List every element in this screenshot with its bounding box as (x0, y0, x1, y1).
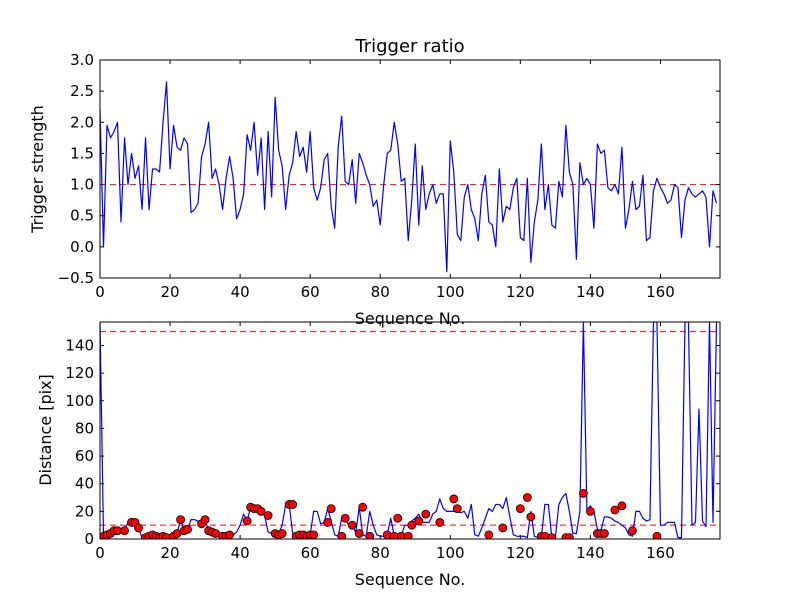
trigger-ytick-label: 2.0 (70, 113, 94, 131)
distance-data-point (263, 511, 273, 520)
trigger-ytick-label: 3.0 (70, 51, 94, 69)
trigger-xtick-label: 20 (161, 283, 180, 301)
distance-data-point (347, 520, 357, 530)
chart-title: Trigger ratio (354, 36, 464, 57)
trigger-ratio-axes: Trigger ratio 0 20 40 60 80 100 120 140 160−0.50… (28, 36, 721, 328)
distance-data-point (452, 504, 462, 513)
distance-data-point (617, 501, 627, 511)
trigger-ytick-label: −0.5 (58, 269, 94, 287)
trigger-ratio-plot-area (100, 81, 720, 273)
distance-data-point (309, 530, 319, 539)
distance-data-point (610, 505, 620, 515)
trigger-clipped-group (100, 81, 720, 273)
distance-data-point (564, 533, 574, 539)
distance-ylabel: Distance [pix] (36, 374, 55, 486)
trigger-ytick-label: 1.0 (70, 176, 94, 194)
distance-data-point (393, 513, 403, 523)
distance-ytick-label: 20 (75, 502, 94, 520)
distance-data-point (277, 529, 287, 538)
distance-ytick-label: 0 (84, 530, 94, 548)
trigger-ratio-ylabel: Trigger strength (28, 105, 47, 234)
distance-frame (99, 321, 721, 540)
distance-ticks: 0 20 40 60 80 100 120 140 160 0 20 40 60 80 100 120 140 (65, 322, 720, 562)
distance-data-point (176, 515, 185, 525)
distance-data-point (225, 530, 235, 539)
trigger-ratio-ticks: 0 20 40 60 80 100 120 140 160 −0.5 0.0 0.5 1.0 1.5 2.0… (58, 51, 720, 301)
distance-ytick-label: 120 (65, 364, 94, 382)
distance-data-point (414, 516, 424, 526)
distance-data-point (435, 518, 445, 527)
distance-data-point (515, 504, 525, 513)
distance-data-point (403, 531, 413, 539)
trigger-series-line (100, 81, 718, 273)
distance-ytick-label: 60 (75, 447, 94, 465)
distance-data-point (498, 523, 508, 533)
distance-xtick-label: 80 (371, 544, 390, 562)
distance-data-point (242, 516, 252, 526)
distance-clipped-group (100, 322, 720, 539)
distance-data-point (288, 500, 298, 509)
distance-data-point (600, 529, 609, 538)
trigger-ratio-xlabel: Sequence No. (355, 309, 466, 328)
distance-data-point (585, 506, 595, 516)
distance-data-point (200, 515, 210, 525)
trigger-xtick-label: 60 (301, 283, 320, 301)
trigger-xtick-label: 0 (95, 283, 105, 301)
distance-xtick-label: 100 (436, 544, 465, 562)
trigger-ytick-label: 2.5 (70, 82, 94, 100)
trigger-xtick-label: 80 (371, 283, 390, 301)
distance-data-point (256, 506, 266, 516)
trigger-ytick-label: 0.0 (70, 238, 94, 256)
distance-data-point (134, 523, 143, 533)
distance-data-point (120, 526, 129, 536)
distance-data-point (547, 533, 557, 539)
distance-xlabel: Sequence No. (355, 570, 466, 589)
distance-data-point (578, 488, 588, 498)
distance-ytick-label: 80 (75, 419, 94, 437)
trigger-xtick-label: 160 (646, 283, 675, 301)
distance-data-point (365, 531, 375, 539)
distance-xtick-label: 60 (301, 544, 320, 562)
distance-data-point (628, 526, 637, 536)
distance-xtick-label: 140 (576, 544, 605, 562)
trigger-xtick-label: 140 (576, 283, 605, 301)
trigger-xtick-label: 120 (506, 283, 535, 301)
distance-data-point (337, 531, 347, 539)
distance-plot-area (100, 322, 720, 539)
distance-data-point (526, 512, 536, 522)
distance-xtick-label: 160 (646, 544, 675, 562)
distance-axes: 0 20 40 60 80 100 120 140 160020406080100120140 … (36, 321, 721, 589)
distance-data-point (183, 524, 192, 534)
distance-data-point (323, 518, 333, 527)
distance-data-point (522, 493, 532, 502)
distance-data-point (407, 520, 417, 530)
distance-xtick-label: 120 (506, 544, 535, 562)
distance-data-point (354, 529, 364, 538)
distance-data-point (382, 530, 392, 539)
distance-ytick-label: 140 (65, 336, 94, 354)
distance-ytick-label: 40 (75, 475, 94, 493)
distance-data-point (340, 513, 350, 523)
distance-data-point (326, 504, 336, 513)
distance-data-point (449, 494, 459, 504)
trigger-xtick-label: 100 (436, 283, 465, 301)
distance-data-point (484, 530, 494, 539)
distance-xtick-label: 0 (95, 544, 105, 562)
distance-data-point (421, 509, 431, 519)
distance-xtick-label: 40 (231, 544, 250, 562)
trigger-ratio-frame (99, 59, 721, 279)
distance-xtick-label: 20 (161, 544, 180, 562)
distance-data-point (652, 531, 662, 539)
distance-ytick-label: 100 (65, 392, 94, 410)
distance-data-point (358, 502, 368, 512)
trigger-ytick-label: 1.5 (70, 144, 94, 162)
trigger-xtick-label: 40 (231, 283, 250, 301)
trigger-ytick-label: 0.5 (70, 207, 94, 225)
